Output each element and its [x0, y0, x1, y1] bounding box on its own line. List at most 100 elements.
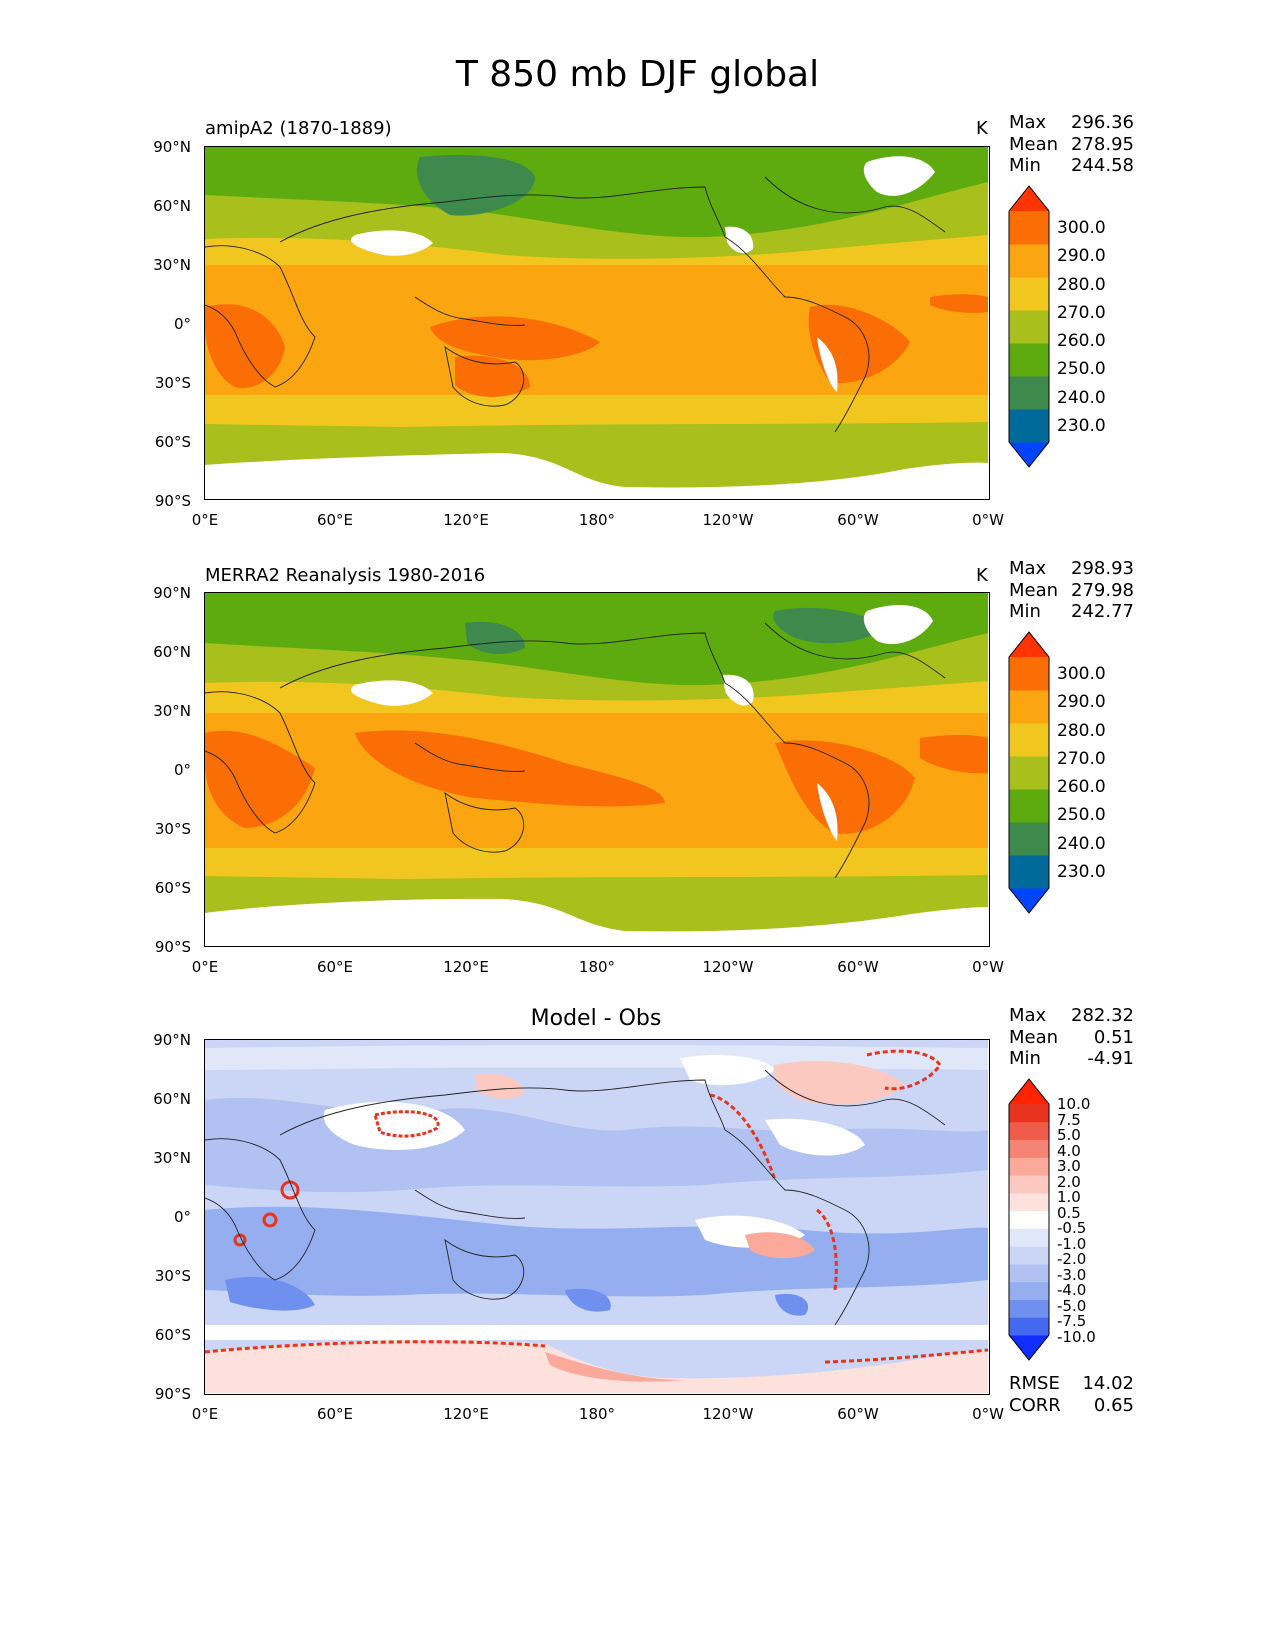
lon-tick: 120°E — [443, 958, 489, 976]
panel-2-map — [204, 592, 990, 947]
ring-africa-2 — [262, 1212, 278, 1228]
band-290-atlantic — [930, 294, 988, 313]
colorbar-segment — [1009, 310, 1049, 344]
panel-1-colorbar-labels: 300.0 290.0 280.0 270.0 260.0 250.0 240.… — [1057, 218, 1106, 444]
colorbar-label: 270.0 — [1057, 302, 1106, 323]
greenland-missing — [863, 605, 933, 645]
band-290-australia — [455, 355, 530, 397]
colorbar-extend-high — [1009, 632, 1049, 657]
panel-2-stats: Max 298.93 Mean 279.98 Min 242.77 — [1009, 558, 1134, 623]
colorbar-extend-low — [1009, 888, 1049, 913]
colorbar-segment — [1009, 822, 1049, 856]
coastlines — [205, 176, 946, 433]
positive-south-pacific — [745, 1232, 815, 1259]
colorbar-label: -2.0 — [1057, 1250, 1087, 1268]
zero-band-south — [205, 1325, 988, 1340]
colorbar-segment — [1009, 1192, 1049, 1212]
antarctica-positive — [205, 1339, 988, 1393]
colorbar-label: 230.0 — [1057, 862, 1106, 883]
band-minus4-patch2 — [565, 1288, 611, 1312]
panel-3-title: Model - Obs — [530, 1006, 662, 1031]
tibet-missing — [351, 230, 433, 256]
colorbar-label: 280.0 — [1057, 720, 1106, 741]
band-270-south — [205, 395, 988, 427]
lon-tick: 0°W — [972, 1405, 1004, 1423]
lon-tick: 180° — [578, 511, 616, 529]
colorbar-label: 260.0 — [1057, 777, 1106, 798]
lon-tick: 120°W — [702, 958, 754, 976]
colorbar-segment — [1009, 1228, 1049, 1247]
panel-3-stats: Max 282.32 Mean 0.51 Min -4.91 — [1009, 1005, 1134, 1070]
colorbar-segment — [1009, 1246, 1049, 1265]
band-240 — [416, 154, 535, 216]
stat-min-label: Min — [1009, 155, 1041, 176]
lat-tick: 0° — [173, 1208, 191, 1226]
colorbar-segment — [1009, 690, 1049, 724]
lat-tick: 90°N — [153, 1031, 191, 1049]
panel-1-units: K — [976, 118, 988, 139]
colorbar-extend-high — [1009, 186, 1049, 211]
colorbar-segment — [1009, 1104, 1049, 1123]
panel-2-title: MERRA2 Reanalysis 1980-2016 — [205, 565, 486, 586]
lat-tick: 60°S — [154, 1326, 191, 1344]
colorbar-label: 270.0 — [1057, 748, 1106, 769]
panel-2-colorbar — [1008, 631, 1050, 914]
colorbar-label: 300.0 — [1057, 218, 1106, 238]
corr-label: CORR — [1009, 1394, 1061, 1416]
colorbar-label: 4.0 — [1057, 1141, 1081, 1160]
colorbar-label: 280.0 — [1057, 274, 1106, 295]
ring-himalaya — [373, 1110, 440, 1138]
lon-tick: 180° — [578, 1405, 616, 1423]
temperature-bands — [205, 147, 988, 498]
stat-max-value: 298.93 — [1071, 558, 1134, 579]
panel-1-colorbar — [1008, 185, 1050, 468]
lat-tick: 60°N — [153, 197, 191, 215]
colorbar-label: 7.5 — [1057, 1110, 1081, 1129]
stat-mean-label: Mean — [1009, 1026, 1059, 1048]
stat-max-label: Max — [1009, 1005, 1047, 1026]
band-270-south — [205, 848, 988, 879]
stat-min-value: -4.91 — [1087, 1048, 1134, 1069]
ring-antarctica — [205, 1340, 988, 1364]
panel-2-units: K — [976, 565, 988, 586]
tibet-missing — [351, 680, 433, 706]
colorbar-label: 10.0 — [1057, 1095, 1091, 1113]
rmse-value: 14.02 — [1082, 1373, 1134, 1394]
lat-tick: 90°N — [153, 138, 191, 156]
stat-max-value: 296.36 — [1071, 112, 1134, 133]
colorbar-label: -1.0 — [1057, 1234, 1087, 1253]
colorbar-label: -7.5 — [1057, 1312, 1087, 1330]
colorbar-segment — [1009, 1281, 1049, 1300]
colorbar-segment — [1009, 343, 1049, 377]
band-290-pacific — [430, 316, 600, 361]
coastlines — [205, 1069, 946, 1326]
band-240-siberia — [465, 621, 525, 655]
colorbar-label: 2.0 — [1057, 1172, 1081, 1191]
lat-tick: 30°N — [153, 256, 191, 274]
colorbar-segment — [1009, 211, 1049, 245]
corr-value: 0.65 — [1093, 1394, 1134, 1416]
stat-mean-label: Mean — [1009, 133, 1059, 155]
band-240-canada — [773, 607, 885, 644]
greenland-missing — [863, 156, 935, 196]
stat-mean-value: 279.98 — [1071, 579, 1134, 601]
antarctica-positive-strong — [545, 1352, 685, 1382]
stat-max-label: Max — [1009, 112, 1047, 133]
panel-3-error-stats: RMSE 14.02 CORR 0.65 — [1009, 1373, 1134, 1416]
coastlines — [205, 622, 946, 879]
colorbar-segment — [1009, 244, 1049, 278]
stat-max-value: 282.32 — [1071, 1005, 1134, 1026]
ring-greenland — [866, 1049, 942, 1091]
positive-canada — [773, 1061, 905, 1105]
positive-arctic — [475, 1073, 524, 1099]
lat-tick: 90°N — [153, 584, 191, 602]
band-minus4-patch3 — [775, 1293, 809, 1316]
lon-tick: 0°E — [191, 511, 219, 529]
colorbar-segment — [1009, 1157, 1049, 1176]
colorbar-segment — [1009, 1139, 1049, 1158]
lat-tick: 60°S — [154, 879, 191, 897]
lat-tick: 60°N — [153, 643, 191, 661]
panel-1-title: amipA2 (1870-1889) — [205, 118, 392, 139]
rmse-label: RMSE — [1009, 1373, 1060, 1394]
colorbar-label: -5.0 — [1057, 1296, 1087, 1315]
